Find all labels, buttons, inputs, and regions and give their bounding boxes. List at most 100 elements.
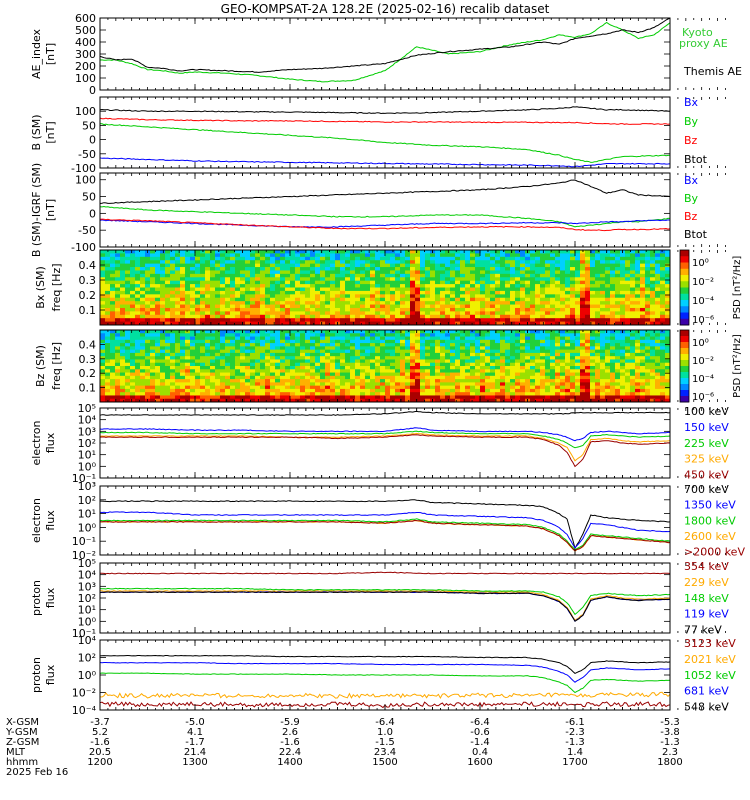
spectrogram-cell [390, 336, 396, 341]
spectrogram-cell [280, 277, 286, 282]
spectrogram-cell [110, 277, 116, 282]
spectrogram-cell [580, 273, 586, 278]
spectrogram-cell [415, 398, 421, 403]
spectrogram-cell [110, 294, 116, 299]
spectrogram-cell [560, 311, 566, 316]
spectrogram-cell [125, 284, 131, 288]
spectrogram-cell [400, 267, 406, 271]
spectrogram-cell [110, 339, 116, 344]
spectrogram-cell [510, 260, 516, 265]
spectrogram-cell [310, 366, 316, 370]
spectrogram-cell [195, 369, 201, 374]
spectrogram-cell [385, 284, 391, 288]
spectrogram-cell [465, 260, 471, 265]
spectrogram-cell [400, 307, 406, 312]
spectrogram-cell [380, 287, 386, 292]
spectrogram-cell [175, 263, 181, 268]
spectrogram-cell [205, 307, 211, 312]
spectrogram-cell [355, 294, 361, 299]
spectrogram-cell [340, 388, 346, 393]
spectrogram-cell [190, 343, 196, 347]
spectrogram-cell [505, 307, 511, 312]
spectrogram-cell [515, 250, 521, 254]
spectrogram-cell [100, 336, 106, 341]
spectrogram-cell [340, 263, 346, 268]
series-line-2 [99, 123, 671, 163]
spectrogram-cell [275, 343, 281, 347]
spectrogram-cell [105, 297, 111, 302]
spectrogram-cell [610, 250, 616, 254]
spectrogram-cell [660, 284, 666, 288]
panel-spec_bx: 0.10.20.30.4Bx (SM) freq [Hz] 10⁰10⁻²10⁻⁴1… [34, 249, 743, 326]
spectrogram-cell [665, 318, 671, 323]
spectrogram-cell [235, 314, 241, 319]
spectrogram-cell [325, 375, 331, 380]
spectrogram-cell [385, 270, 391, 275]
spectrogram-cell [260, 359, 266, 364]
spectrogram-cell [310, 349, 316, 354]
spectrogram-cell [315, 362, 321, 367]
spectrogram-cell [110, 321, 116, 326]
spectrogram-cell [145, 382, 151, 387]
spectrogram-cell [305, 330, 311, 334]
spectrogram-cell [285, 277, 291, 282]
spectrogram-cell [655, 253, 661, 258]
spectrogram-cell [190, 297, 196, 302]
spectrogram-cell [445, 321, 451, 326]
spectrogram-cell [255, 267, 261, 271]
spectrogram-cell [340, 256, 346, 261]
spectrogram-cell [160, 287, 166, 292]
spectrogram-cell [295, 392, 301, 396]
spectrogram-cell [260, 263, 266, 268]
spectrogram-cell [130, 277, 136, 282]
spectrogram-cell [125, 330, 131, 334]
spectrogram-cell [265, 330, 271, 334]
spectrogram-cell [575, 318, 581, 323]
spectrogram-cell [400, 314, 406, 319]
spectrogram-cell [110, 333, 116, 338]
spectrogram-cell [210, 362, 216, 367]
spectrogram-cell [315, 385, 321, 390]
spectrogram-cell [240, 311, 246, 316]
spectrogram-cell [180, 336, 186, 341]
spectrogram-cell [260, 321, 266, 326]
spectrogram-cell [390, 290, 396, 295]
spectrogram-cell [520, 321, 526, 326]
spectrogram-cell [230, 260, 236, 265]
spectrogram-cell [365, 263, 371, 268]
spectrogram-cell [100, 311, 106, 316]
spectrogram-cell [335, 352, 341, 357]
spectrogram-cell [395, 333, 401, 338]
spectrogram-cell [150, 366, 156, 370]
spectrogram-cell [350, 273, 356, 278]
spectrogram-cell [445, 294, 451, 299]
spectrogram-cell [340, 356, 346, 360]
spectrogram-cell [100, 304, 106, 309]
spectrogram-cell [615, 263, 621, 268]
spectrogram-cell [255, 263, 261, 268]
spectrogram-cell [565, 304, 571, 309]
spectrogram-cell [270, 314, 276, 319]
spectrogram-cell [400, 388, 406, 393]
spectrogram-cell [600, 321, 606, 326]
spectrogram-cell [280, 321, 286, 326]
spectrogram-cell [555, 290, 561, 295]
spectrogram-cell [305, 280, 311, 285]
spectrogram-cell [120, 343, 126, 347]
spectrogram-cell [115, 277, 121, 282]
spectrogram-cell [535, 260, 541, 265]
spectrogram-cell [375, 346, 381, 351]
spectrogram-cell [345, 362, 351, 367]
spectrogram-cell [480, 290, 486, 295]
spectrogram-cell [295, 260, 301, 265]
spectrogram-cell [195, 304, 201, 309]
spectrogram-cell [145, 318, 151, 323]
spectrogram-cell [600, 307, 606, 312]
spectrogram-cell [145, 333, 151, 338]
spectrogram-cell [440, 318, 446, 323]
spectrogram-cell [370, 356, 376, 360]
spectrogram-cell [455, 314, 461, 319]
spectrogram-cell [645, 314, 651, 319]
spectrogram-cell [550, 301, 556, 306]
spectrogram-cell [470, 297, 476, 302]
